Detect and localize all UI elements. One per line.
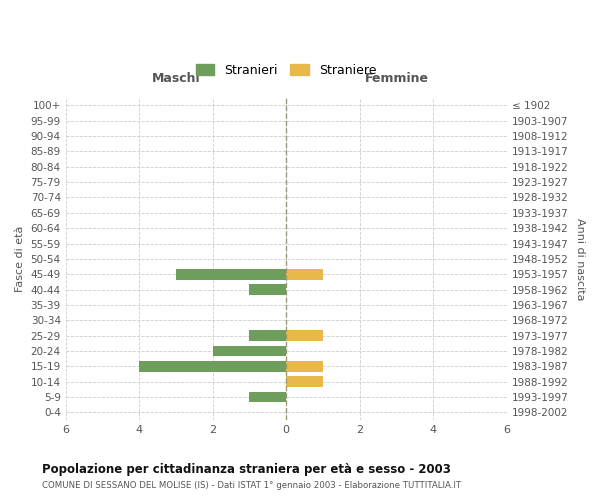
Bar <box>286 376 323 387</box>
Text: Popolazione per cittadinanza straniera per età e sesso - 2003: Popolazione per cittadinanza straniera p… <box>42 462 451 475</box>
Bar <box>176 269 286 280</box>
Legend: Stranieri, Straniere: Stranieri, Straniere <box>191 59 382 82</box>
Bar <box>286 361 323 372</box>
Text: Femmine: Femmine <box>364 72 428 86</box>
Bar <box>250 330 286 341</box>
Bar <box>286 269 323 280</box>
Bar <box>250 284 286 295</box>
Bar <box>139 361 286 372</box>
Y-axis label: Anni di nascita: Anni di nascita <box>575 218 585 300</box>
Bar <box>212 346 286 356</box>
Text: COMUNE DI SESSANO DEL MOLISE (IS) - Dati ISTAT 1° gennaio 2003 - Elaborazione TU: COMUNE DI SESSANO DEL MOLISE (IS) - Dati… <box>42 481 461 490</box>
Bar <box>286 330 323 341</box>
Bar <box>250 392 286 402</box>
Text: Maschi: Maschi <box>152 72 200 86</box>
Y-axis label: Fasce di età: Fasce di età <box>15 226 25 292</box>
